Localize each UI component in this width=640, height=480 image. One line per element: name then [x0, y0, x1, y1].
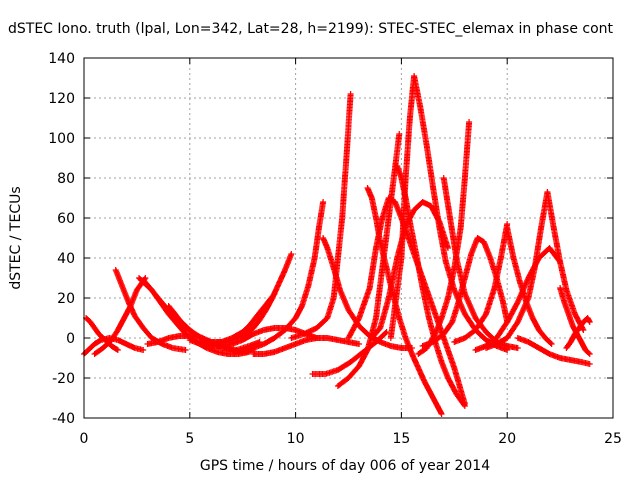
x-tick-label: 20: [498, 431, 516, 447]
x-tick-label: 15: [392, 431, 410, 447]
series-markers: [557, 285, 593, 357]
series-markers: [563, 315, 593, 351]
chart-title: dSTEC Iono. truth (lpal, Lon=342, Lat=28…: [8, 21, 614, 37]
y-tick-label: 40: [57, 251, 75, 267]
series-27: [504, 225, 555, 347]
series-4: [112, 267, 189, 353]
series-markers: [112, 267, 189, 353]
x-tick-label: 5: [185, 431, 194, 447]
x-tick-label: 10: [287, 431, 305, 447]
x-axis-label: GPS time / hours of day 006 of year 2014: [200, 458, 490, 474]
y-axis-label: dSTEC / TECUs: [8, 186, 24, 289]
series-21: [364, 185, 445, 417]
series-markers: [472, 245, 564, 353]
series-26: [451, 221, 511, 345]
series-markers: [239, 199, 327, 353]
series-markers: [504, 225, 555, 347]
x-tick-label: 25: [604, 431, 622, 447]
data-points: [81, 73, 593, 417]
x-tick-label: 0: [80, 431, 89, 447]
y-tick-label: 100: [48, 131, 75, 147]
series-12: [239, 199, 327, 353]
series-30: [557, 285, 593, 357]
y-tick-label: -20: [52, 371, 75, 387]
series-22: [387, 73, 511, 353]
y-tick-label: 140: [48, 51, 75, 67]
series-markers: [320, 235, 415, 351]
series-29: [472, 245, 564, 353]
series-markers: [364, 185, 445, 417]
series-11: [199, 291, 278, 347]
y-tick-label: 20: [57, 291, 75, 307]
y-tick-label: 0: [66, 331, 75, 347]
series-15: [320, 235, 415, 351]
y-tick-label: 80: [57, 171, 75, 187]
series-31: [514, 335, 593, 367]
series-32: [563, 315, 593, 351]
y-tick-label: 120: [48, 91, 75, 107]
series-markers: [288, 91, 354, 341]
axis-ticks: 0 5 10 15 20 25 -40 -20 0 20 40 60 80 100 120 140: [48, 51, 622, 447]
series-14: [288, 91, 354, 341]
plot-frame: [83, 57, 614, 419]
series-markers: [387, 73, 511, 353]
series-markers: [514, 335, 593, 367]
y-tick-label: 60: [57, 211, 75, 227]
series-13: [250, 335, 363, 357]
series-markers: [451, 221, 511, 345]
y-tick-label: -40: [52, 411, 75, 427]
series-markers: [199, 291, 278, 347]
series-markers: [250, 335, 363, 357]
